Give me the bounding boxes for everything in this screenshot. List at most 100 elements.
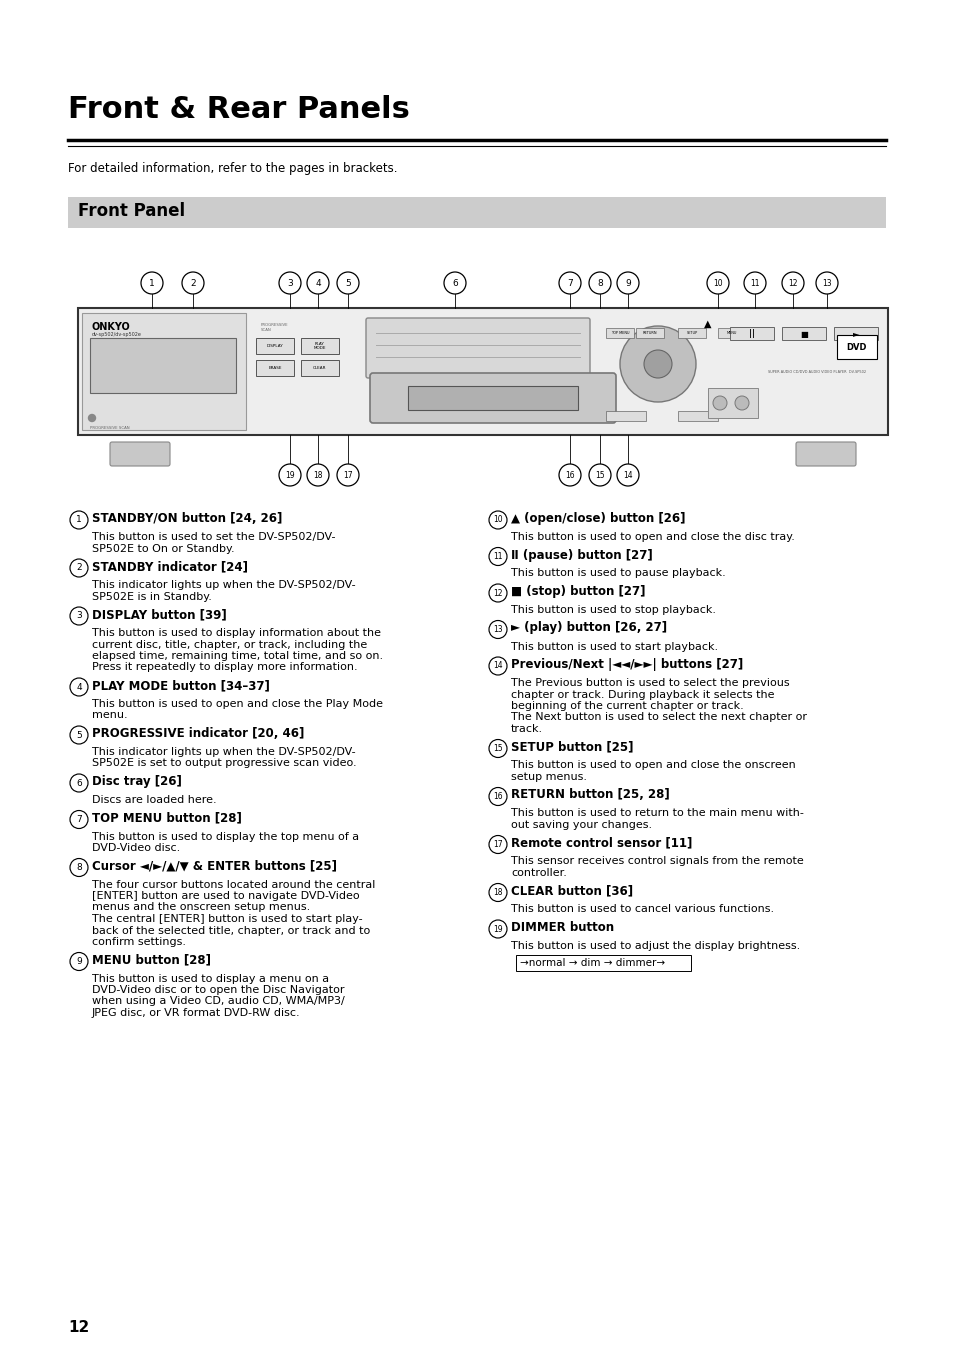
Text: For detailed information, refer to the pages in brackets.: For detailed information, refer to the p… — [68, 162, 397, 176]
Text: 10: 10 — [713, 278, 722, 288]
Text: 5: 5 — [345, 278, 351, 288]
Circle shape — [70, 511, 88, 530]
Circle shape — [558, 272, 580, 295]
Text: 14: 14 — [493, 662, 502, 670]
Text: 8: 8 — [76, 863, 82, 871]
Text: back of the selected title, chapter, or track and to: back of the selected title, chapter, or … — [91, 925, 370, 935]
Text: Front & Rear Panels: Front & Rear Panels — [68, 95, 410, 124]
Text: JPEG disc, or VR format DVD-RW disc.: JPEG disc, or VR format DVD-RW disc. — [91, 1008, 300, 1019]
Circle shape — [70, 811, 88, 828]
Text: STANDBY/ON button [24, 26]: STANDBY/ON button [24, 26] — [91, 512, 282, 526]
FancyBboxPatch shape — [729, 327, 773, 340]
Text: DIMMER button: DIMMER button — [511, 921, 614, 934]
Text: 9: 9 — [624, 278, 630, 288]
Circle shape — [734, 396, 748, 409]
Text: DVD-Video disc or to open the Disc Navigator: DVD-Video disc or to open the Disc Navig… — [91, 985, 344, 994]
Text: controller.: controller. — [511, 867, 566, 878]
Text: 11: 11 — [749, 278, 759, 288]
Text: This button is used to adjust the display brightness.: This button is used to adjust the displa… — [511, 942, 800, 951]
Circle shape — [278, 463, 301, 486]
Text: Press it repeatedly to display more information.: Press it repeatedly to display more info… — [91, 662, 357, 673]
FancyBboxPatch shape — [68, 197, 885, 228]
Circle shape — [70, 678, 88, 696]
Text: 7: 7 — [76, 815, 82, 824]
Text: track.: track. — [511, 724, 542, 734]
Text: PROGRESSIVE SCAN: PROGRESSIVE SCAN — [90, 426, 130, 430]
Text: menus and the onscreen setup menus.: menus and the onscreen setup menus. — [91, 902, 310, 912]
Text: SUPER AUDIO CD/DVD AUDIO VIDEO PLAYER  DV-SP502: SUPER AUDIO CD/DVD AUDIO VIDEO PLAYER DV… — [767, 370, 865, 374]
FancyBboxPatch shape — [636, 328, 663, 338]
Text: 6: 6 — [452, 278, 457, 288]
Circle shape — [489, 620, 506, 639]
Text: This button is used to open and close the onscreen: This button is used to open and close th… — [511, 761, 795, 770]
FancyBboxPatch shape — [605, 411, 645, 422]
Text: 15: 15 — [595, 470, 604, 480]
Text: Remote control sensor [11]: Remote control sensor [11] — [511, 836, 692, 850]
FancyBboxPatch shape — [301, 338, 338, 354]
Text: 3: 3 — [287, 278, 293, 288]
Text: The Next button is used to select the next chapter or: The Next button is used to select the ne… — [511, 712, 806, 723]
Circle shape — [712, 396, 726, 409]
Text: current disc, title, chapter, or track, including the: current disc, title, chapter, or track, … — [91, 639, 367, 650]
FancyBboxPatch shape — [781, 327, 825, 340]
Text: This indicator lights up when the DV-SP502/DV-: This indicator lights up when the DV-SP5… — [91, 747, 355, 757]
Text: This button is used to open and close the Play Mode: This button is used to open and close th… — [91, 698, 382, 709]
Text: SP502E is in Standby.: SP502E is in Standby. — [91, 592, 212, 601]
Text: 16: 16 — [564, 470, 575, 480]
Circle shape — [70, 774, 88, 792]
Text: 18: 18 — [493, 888, 502, 897]
Text: DVD-Video disc.: DVD-Video disc. — [91, 843, 180, 852]
Text: ||: || — [748, 330, 754, 339]
Text: This button is used to display a menu on a: This button is used to display a menu on… — [91, 974, 329, 984]
Text: 19: 19 — [493, 924, 502, 934]
Circle shape — [70, 952, 88, 970]
Circle shape — [336, 272, 358, 295]
FancyBboxPatch shape — [707, 388, 758, 417]
Text: when using a Video CD, audio CD, WMA/MP3/: when using a Video CD, audio CD, WMA/MP3… — [91, 997, 344, 1006]
Text: PROGRESSIVE indicator [20, 46]: PROGRESSIVE indicator [20, 46] — [91, 727, 304, 740]
Circle shape — [489, 788, 506, 805]
Text: SETUP button [25]: SETUP button [25] — [511, 740, 633, 754]
Text: 14: 14 — [622, 470, 632, 480]
Circle shape — [70, 559, 88, 577]
FancyBboxPatch shape — [366, 317, 589, 378]
Circle shape — [70, 725, 88, 744]
Text: PLAY
MODE: PLAY MODE — [314, 342, 326, 350]
Text: elapsed time, remaining time, total time, and so on.: elapsed time, remaining time, total time… — [91, 651, 383, 661]
Circle shape — [617, 272, 639, 295]
Text: 16: 16 — [493, 792, 502, 801]
Text: 4: 4 — [76, 682, 82, 692]
FancyBboxPatch shape — [605, 328, 634, 338]
Text: This indicator lights up when the DV-SP502/DV-: This indicator lights up when the DV-SP5… — [91, 580, 355, 590]
Text: 9: 9 — [76, 957, 82, 966]
Circle shape — [588, 463, 610, 486]
Text: 5: 5 — [76, 731, 82, 739]
Text: This button is used to open and close the disc tray.: This button is used to open and close th… — [511, 532, 794, 542]
Text: ►: ► — [852, 330, 859, 339]
Text: 17: 17 — [493, 840, 502, 848]
Circle shape — [70, 858, 88, 877]
Text: This button is used to display the top menu of a: This button is used to display the top m… — [91, 831, 358, 842]
Text: SETUP: SETUP — [685, 331, 697, 335]
Text: confirm settings.: confirm settings. — [91, 938, 186, 947]
Text: PROGRESSIVE
SCAN: PROGRESSIVE SCAN — [261, 323, 289, 331]
FancyBboxPatch shape — [795, 442, 855, 466]
Text: chapter or track. During playback it selects the: chapter or track. During playback it sel… — [511, 689, 774, 700]
Text: 8: 8 — [597, 278, 602, 288]
Circle shape — [489, 739, 506, 758]
Circle shape — [70, 607, 88, 626]
Text: 19: 19 — [285, 470, 294, 480]
Circle shape — [182, 272, 204, 295]
FancyBboxPatch shape — [255, 338, 294, 354]
Text: Front Panel: Front Panel — [78, 203, 185, 220]
Text: 13: 13 — [821, 278, 831, 288]
FancyBboxPatch shape — [718, 328, 745, 338]
Text: This sensor receives control signals from the remote: This sensor receives control signals fro… — [511, 857, 803, 866]
Circle shape — [489, 657, 506, 676]
Text: PLAY MODE button [34–37]: PLAY MODE button [34–37] — [91, 680, 270, 692]
Circle shape — [489, 547, 506, 566]
Text: 4: 4 — [314, 278, 320, 288]
Text: ■: ■ — [800, 330, 807, 339]
Text: This button is used to return to the main menu with-: This button is used to return to the mai… — [511, 808, 803, 819]
FancyBboxPatch shape — [678, 328, 705, 338]
